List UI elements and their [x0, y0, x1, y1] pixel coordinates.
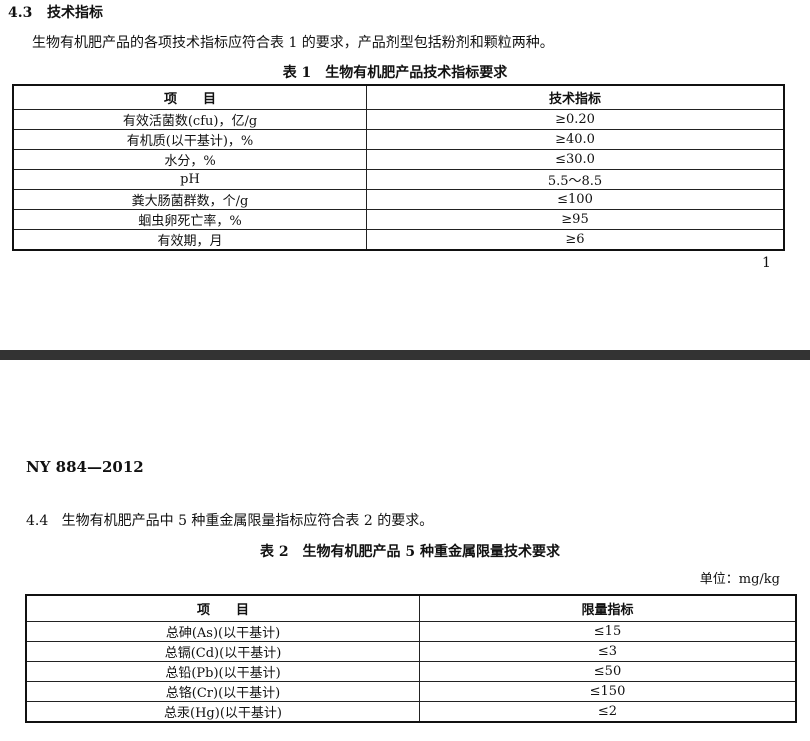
- value-cell: 5.5～8.5: [366, 168, 785, 190]
- item-cell: 总镉(Cd)(以干基计): [25, 640, 420, 662]
- table1: 项 目 技术指标 有效活菌数(cfu)，亿/g ≥0.20 有机质(以干基计)，% ≥…: [12, 84, 785, 251]
- unit-label: 单位：mg/kg: [699, 572, 780, 587]
- item-cell: 总汞(Hg)(以干基计): [25, 700, 420, 722]
- item-cell: 蛔虫卵死亡率，%: [12, 208, 367, 230]
- table1-caption: 表 1 生物有机肥产品技术指标要求: [282, 65, 508, 81]
- paragraph-text: 生物有机肥产品中 5 种重金属限量指标应符合表 2 的要求。: [61, 513, 434, 529]
- value-cell: ≤15: [419, 620, 797, 642]
- table-row: 有效活菌数(cfu)，亿/g ≥0.20: [12, 108, 785, 130]
- document-header: NY 884—2012: [26, 458, 144, 476]
- paragraph-4-4: 4.4 生物有机肥产品中 5 种重金属限量指标应符合表 2 的要求。: [26, 510, 433, 530]
- value-cell: ≤100: [366, 188, 785, 210]
- table-row: 蛔虫卵死亡率，% ≥95: [12, 208, 785, 230]
- item-cell: 水分，%: [12, 148, 367, 170]
- table-header-row: 项 目 限量指标: [25, 594, 797, 622]
- item-cell: 总铅(Pb)(以干基计): [25, 660, 420, 682]
- section-heading-4-3: 4.3 技术指标: [8, 2, 103, 22]
- column-header: 限量指标: [419, 594, 797, 622]
- table-row: 总砷(As)(以干基计) ≤15: [25, 620, 797, 642]
- table-row: 粪大肠菌群数，个/g ≤100: [12, 188, 785, 210]
- page-number: 1: [762, 255, 771, 271]
- item-cell: 总砷(As)(以干基计): [25, 620, 420, 642]
- item-cell: 有效活菌数(cfu)，亿/g: [12, 108, 367, 130]
- table-row: pH 5.5～8.5: [12, 168, 785, 190]
- table-row: 有机质(以干基计)，% ≥40.0: [12, 128, 785, 150]
- value-cell: ≤150: [419, 680, 797, 702]
- item-cell: 总铬(Cr)(以干基计): [25, 680, 420, 702]
- column-header: 项 目: [12, 84, 367, 110]
- value-cell: ≤2: [419, 700, 797, 722]
- section-number: 4.4: [26, 513, 49, 529]
- table-header-row: 项 目 技术指标: [12, 84, 785, 110]
- table2-caption: 表 2 生物有机肥产品 5 种重金属限量技术要求: [259, 544, 561, 560]
- item-cell: 粪大肠菌群数，个/g: [12, 188, 367, 210]
- table-row: 总镉(Cd)(以干基计) ≤3: [25, 640, 797, 662]
- value-cell: ≥95: [366, 208, 785, 230]
- value-cell: ≥6: [366, 228, 785, 250]
- value-cell: ≥40.0: [366, 128, 785, 150]
- column-header: 技术指标: [366, 84, 785, 110]
- paragraph-4-3: 生物有机肥产品的各项技术指标应符合表 1 的要求，产品剂型包括粉剂和颗粒两种。: [32, 35, 554, 51]
- item-cell: pH: [12, 168, 367, 190]
- item-cell: 有机质(以干基计)，%: [12, 128, 367, 150]
- value-cell: ≥0.20: [366, 108, 785, 130]
- section-number: 4.3: [8, 5, 33, 21]
- value-cell: ≤3: [419, 640, 797, 662]
- table-row: 总铅(Pb)(以干基计) ≤50: [25, 660, 797, 682]
- table2: 项 目 限量指标 总砷(As)(以干基计) ≤15 总镉(Cd)(以干基计) ≤3 总铅…: [25, 594, 797, 723]
- section-title: 技术指标: [46, 5, 103, 21]
- table-row: 总汞(Hg)(以干基计) ≤2: [25, 700, 797, 722]
- table-row: 总铬(Cr)(以干基计) ≤150: [25, 680, 797, 702]
- column-header: 项 目: [25, 594, 420, 622]
- item-cell: 有效期，月: [12, 228, 367, 250]
- value-cell: ≤50: [419, 660, 797, 682]
- table-row: 水分，% ≤30.0: [12, 148, 785, 170]
- value-cell: ≤30.0: [366, 148, 785, 170]
- table-row: 有效期，月 ≥6: [12, 228, 785, 250]
- page-separator: [0, 350, 810, 360]
